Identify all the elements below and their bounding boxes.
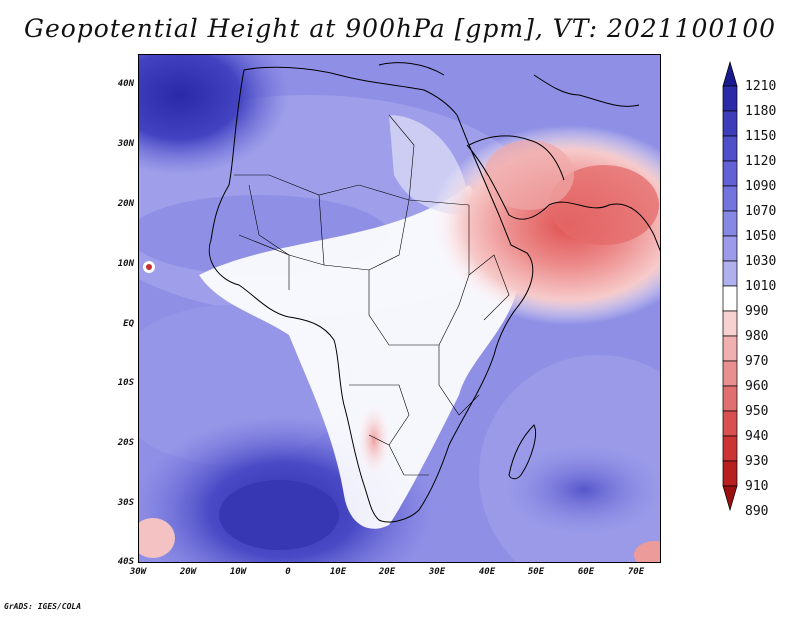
colorbar-swatch: [722, 135, 738, 162]
geopotential-map: [139, 55, 660, 562]
lon-tick: 0: [285, 567, 291, 577]
low-pakistan-core: [549, 165, 659, 245]
colorbar-level-label: 960: [745, 379, 769, 394]
colorbar-level-label: 1070: [745, 204, 777, 219]
colorbar-level-label: 1010: [745, 279, 777, 294]
lat-tick: 20S: [117, 438, 134, 448]
lat-tick: 10N: [117, 259, 134, 269]
colorbar-level-label: 1150: [745, 129, 777, 144]
lon-tick: 20W: [179, 567, 197, 577]
colorbar-level-label: 1030: [745, 254, 777, 269]
colorbar-swatch: [722, 410, 738, 437]
colorbar-swatch: [722, 185, 738, 212]
map-title: Geopotential Height at 900hPa [gpm], VT:…: [23, 14, 777, 43]
lon-tick: 40E: [478, 567, 496, 577]
colorbar-level-label: 970: [745, 354, 769, 369]
colorbar-level-label: 1050: [745, 229, 777, 244]
colorbar-level-label: 910: [745, 479, 769, 494]
lon-tick: 10E: [329, 567, 347, 577]
colorbar-swatch: [722, 385, 738, 412]
colorbar-swatch: [722, 260, 738, 287]
high-north-atlantic: [139, 55, 289, 175]
lon-tick: 60E: [577, 567, 595, 577]
colorbar-top-arrow: [722, 60, 738, 87]
lat-tick: 40S: [117, 557, 134, 567]
lon-tick: 70E: [627, 567, 645, 577]
colorbar-swatch: [722, 310, 738, 337]
lat-tick: 20N: [117, 199, 134, 209]
lat-tick: 30N: [117, 139, 134, 149]
colorbar-swatch: [722, 210, 738, 237]
low-sw-corner: [139, 518, 175, 558]
colorbar-level-label: 890: [745, 504, 769, 519]
colorbar-level-label: 930: [745, 454, 769, 469]
lon-tick: 20E: [378, 567, 396, 577]
colorbar: [722, 60, 738, 512]
colorbar-level-label: 940: [745, 429, 769, 444]
lon-tick: 10W: [229, 567, 247, 577]
colorbar-level-label: 1120: [745, 154, 777, 169]
coastlines: [208, 62, 660, 523]
high-south-atlantic-core: [219, 480, 339, 550]
high-south-indian: [504, 445, 660, 535]
lat-tick: 40N: [117, 79, 134, 89]
map-panel: [138, 54, 661, 563]
colorbar-swatch: [722, 285, 738, 312]
lat-tick: EQ: [123, 319, 134, 329]
colorbar-bottom-arrow: [722, 485, 738, 512]
lat-tick: 10S: [117, 378, 134, 388]
footer-credit: GrADS: IGES/COLA: [4, 602, 82, 611]
colorbar-level-label: 950: [745, 404, 769, 419]
colorbar-level-label: 1180: [745, 104, 777, 119]
low-se-corner: [634, 541, 660, 562]
colorbar-swatch: [722, 460, 738, 487]
colorbar-level-label: 1090: [745, 179, 777, 194]
colorbar-level-label: 980: [745, 329, 769, 344]
colorbar-swatch: [722, 85, 738, 112]
lon-tick: 30W: [129, 567, 147, 577]
colorbar-swatch: [722, 160, 738, 187]
colorbar-swatch: [722, 110, 738, 137]
colorbar-swatch: [722, 335, 738, 362]
lon-tick: 50E: [527, 567, 545, 577]
low-iran: [484, 140, 574, 210]
lon-tick: 30E: [428, 567, 446, 577]
colorbar-level-label: 1210: [745, 79, 777, 94]
colorbar-swatch: [722, 235, 738, 262]
low-kalahari: [356, 400, 392, 480]
lat-tick: 30S: [117, 498, 134, 508]
cape-verde-spot-core: [146, 264, 152, 270]
colorbar-swatch: [722, 435, 738, 462]
country-borders: [234, 114, 510, 476]
colorbar-level-label: 990: [745, 304, 769, 319]
low-central-africa: [199, 185, 521, 529]
colorbar-swatch: [722, 360, 738, 387]
